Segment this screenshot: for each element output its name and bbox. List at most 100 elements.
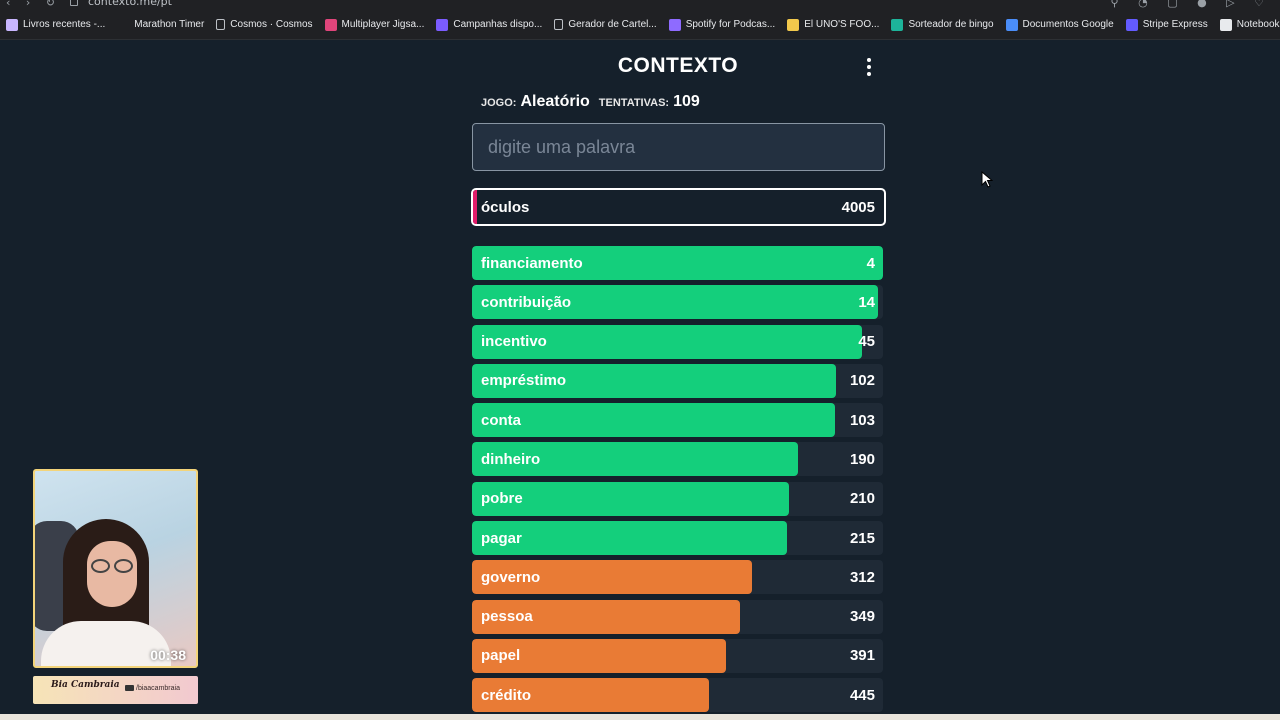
bingo-icon xyxy=(891,18,904,31)
bookmark-label: Gerador de Cartel... xyxy=(568,19,657,30)
guess-distance: 210 xyxy=(849,490,875,508)
proximity-bar xyxy=(472,678,710,713)
bookmark-item[interactable]: Marathon Timer xyxy=(117,18,205,31)
guess-word: crédito xyxy=(481,686,532,704)
youtube-handle: /biaacambraia xyxy=(125,685,180,692)
bookmark-item[interactable]: Gerador de Cartel... xyxy=(554,19,657,30)
guess-word: pessoa xyxy=(481,608,533,626)
doc-icon xyxy=(554,19,564,30)
guess-row: pobre 210 xyxy=(472,481,883,516)
address-bar[interactable]: contexto.me/pt xyxy=(88,0,172,8)
browser-action-icons[interactable]: ⚲ ◔ ▢ ● ▷ ♡ xyxy=(1110,0,1272,9)
game-info: JOGO: Aleatório TENTATIVAS: 109 xyxy=(481,93,709,111)
browser-toolbar: ‹ › ↻ contexto.me/pt ⚲ ◔ ▢ ● ▷ ♡ xyxy=(0,0,1280,10)
guess-distance: 312 xyxy=(849,568,875,586)
guess-word: pobre xyxy=(481,490,523,508)
guess-row: financiamento 4 xyxy=(472,246,883,280)
proximity-bar xyxy=(472,638,726,673)
google-docs-icon xyxy=(1005,18,1018,31)
attempts-value: 109 xyxy=(673,93,700,110)
bookmark-label: Documentos Google xyxy=(1022,19,1114,30)
guess-distance: 391 xyxy=(849,647,875,665)
bookmark-label: Cosmos · Cosmos xyxy=(230,19,313,30)
bookmark-item[interactable]: NotebookLM xyxy=(1219,18,1280,31)
bookmark-item[interactable]: Multiplayer Jigsa... xyxy=(324,18,425,31)
bookmark-item[interactable]: Sorteador de bingo xyxy=(891,18,994,31)
bookmark-label: NotebookLM xyxy=(1236,19,1280,30)
proximity-bar xyxy=(472,403,835,438)
bookmark-label: Spotify for Podcas... xyxy=(685,19,776,30)
bookmark-item[interactable]: Documentos Google xyxy=(1005,18,1114,31)
timer: 00:38 xyxy=(150,647,186,663)
last-guess-row: óculos 4005 xyxy=(471,188,886,226)
proximity-bar xyxy=(472,285,879,320)
guess-distance: 102 xyxy=(849,372,875,390)
bookmark-item[interactable]: Campanhas dispo... xyxy=(436,18,543,31)
bottom-edge xyxy=(0,714,1280,720)
guess-word: governo xyxy=(481,568,541,586)
streamer-logo: Bia Cambraia xyxy=(51,680,120,690)
guess-distance: 349 xyxy=(849,608,875,626)
bookmark-label: Campanhas dispo... xyxy=(453,19,543,30)
guess-word: dinheiro xyxy=(481,450,541,468)
streamer-banner: Bia Cambraia /biaacambraia xyxy=(33,676,198,704)
guess-row: conta 103 xyxy=(472,403,883,438)
guess-row: dinheiro 190 xyxy=(472,442,883,477)
youtube-icon xyxy=(125,685,134,692)
bookmark-item[interactable]: Stripe Express xyxy=(1125,18,1208,31)
guess-distance: 190 xyxy=(849,450,875,468)
browser-nav-icons[interactable]: ‹ › ↻ xyxy=(6,0,62,9)
game-label: JOGO: xyxy=(481,97,517,109)
bookmarks-bar: Livros recentes -... Marathon Timer Cosmos… xyxy=(0,10,1280,40)
bookmark-label: Marathon Timer xyxy=(134,19,205,30)
bookmark-label: Sorteador de bingo xyxy=(908,19,994,30)
proximity-bar xyxy=(472,599,740,634)
stripe-icon xyxy=(1125,18,1138,31)
bookmark-label: El UNO'S FOO... xyxy=(804,19,880,30)
book-icon xyxy=(6,18,18,31)
lock-icon xyxy=(70,0,78,6)
guess-word: empréstimo xyxy=(481,372,567,390)
webcam-overlay: 00:38 xyxy=(33,469,198,668)
podcast-icon xyxy=(668,18,681,31)
bookmark-label: Stripe Express xyxy=(1142,19,1208,30)
campaign-icon xyxy=(436,18,449,31)
proximity-bar xyxy=(472,246,883,280)
last-guess-distance: 4005 xyxy=(841,198,875,216)
guess-distance: 445 xyxy=(849,686,875,704)
notebooklm-icon xyxy=(1219,18,1232,31)
bookmark-item[interactable]: El UNO'S FOO... xyxy=(787,18,880,31)
bookmark-item[interactable]: Cosmos · Cosmos xyxy=(216,19,313,30)
mouse-cursor-icon xyxy=(981,170,994,192)
guess-word: pagar xyxy=(481,529,522,547)
guess-distance: 4 xyxy=(866,254,875,272)
guess-row: pagar 215 xyxy=(472,521,883,556)
uno-icon xyxy=(787,18,800,31)
guess-list: financiamento 4 contribuição 14 incentivo 45 e… xyxy=(472,246,883,718)
guess-distance: 14 xyxy=(858,293,875,311)
doc-icon xyxy=(216,19,226,30)
puzzle-icon xyxy=(324,18,337,31)
guess-distance: 215 xyxy=(849,529,875,547)
guess-row: pessoa 349 xyxy=(472,599,883,634)
bookmark-label: Multiplayer Jigsa... xyxy=(341,19,425,30)
proximity-bar xyxy=(472,481,790,516)
guess-word: financiamento xyxy=(481,254,583,272)
more-options-icon[interactable] xyxy=(862,58,876,76)
guess-row: crédito 445 xyxy=(472,678,883,713)
attempts-label: TENTATIVAS: xyxy=(598,97,670,109)
bookmark-item[interactable]: Livros recentes -... xyxy=(6,18,106,31)
bookmark-item[interactable]: Spotify for Podcas... xyxy=(668,18,776,31)
guess-distance: 45 xyxy=(858,333,875,351)
proximity-bar xyxy=(472,324,863,359)
guess-row: empréstimo 102 xyxy=(472,363,883,398)
last-guess-accent xyxy=(473,190,477,224)
proximity-bar xyxy=(472,363,836,398)
last-guess-word: óculos xyxy=(481,198,530,216)
timer-icon xyxy=(117,18,130,31)
guess-row: governo 312 xyxy=(472,560,883,595)
guess-row: incentivo 45 xyxy=(472,324,883,359)
word-input[interactable] xyxy=(472,123,885,171)
bookmark-label: Livros recentes -... xyxy=(23,19,106,30)
guess-word: papel xyxy=(481,647,521,665)
